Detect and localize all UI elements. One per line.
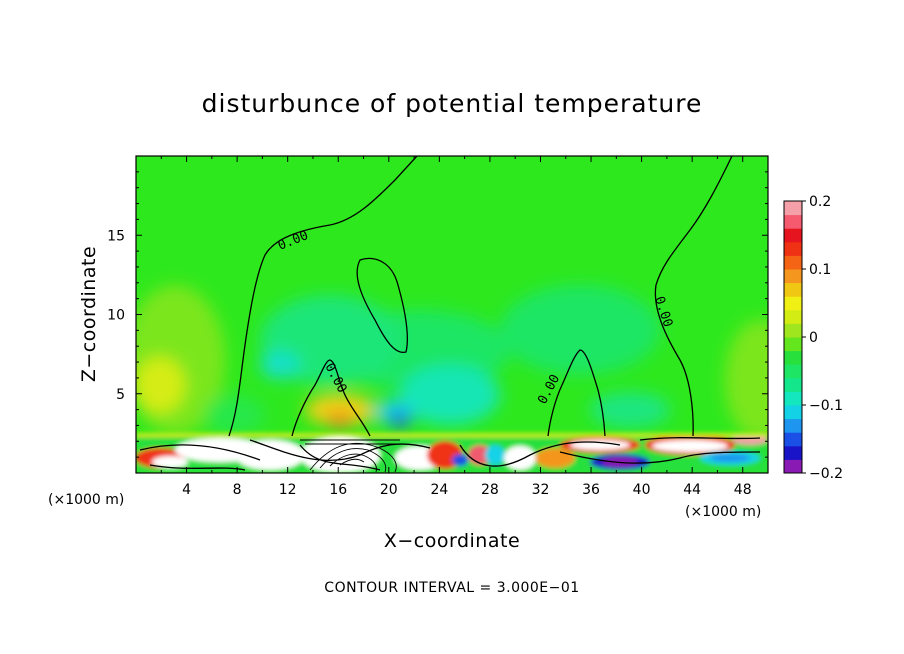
colorbar-swatch [784, 337, 802, 352]
colorbar-swatch [784, 296, 802, 311]
contour-interval-note: CONTOUR INTERVAL = 3.000E−01 [324, 580, 579, 596]
plot-area: 0.00 0.00 0.00 0.00 [136, 156, 768, 473]
x-tick-label: 20 [380, 482, 398, 498]
x-tick-label: 12 [279, 482, 297, 498]
contour-zero-island [356, 257, 409, 353]
x-tick-label: 32 [532, 482, 550, 498]
x-unit-left: (×1000 m) [48, 492, 124, 508]
colorbar-swatch [784, 364, 802, 379]
chart-title: disturbunce of potential temperature [202, 89, 703, 118]
contour-lines [139, 156, 761, 473]
colorbar-tick-label: 0.1 [809, 262, 831, 278]
colorbar-tick-label: 0 [809, 330, 818, 346]
x-tick-label: 24 [430, 482, 448, 498]
colorbar-tick-label: 0.2 [809, 194, 831, 210]
x-tick-label: 16 [329, 482, 347, 498]
colorbar [783, 200, 803, 474]
contour-lower-tangle [139, 437, 761, 471]
colorbar-swatch [784, 432, 802, 447]
colorbar-tick-label: −0.1 [809, 398, 843, 414]
colorbar-tick-label: −0.2 [809, 466, 843, 482]
x-unit-right: (×1000 m) [685, 504, 761, 520]
colorbar-swatch [784, 323, 802, 338]
y-axis-label: Z−coordinate [78, 246, 100, 382]
colorbar-swatch [784, 228, 802, 243]
colorbar-swatch [784, 391, 802, 406]
contour-zero-left [228, 156, 418, 437]
y-tick-label: 5 [116, 387, 125, 403]
x-tick-label: 36 [582, 482, 600, 498]
x-axis-label: X−coordinate [384, 530, 520, 552]
x-tick-label: 40 [633, 482, 651, 498]
x-tick-label: 4 [182, 482, 191, 498]
x-tick-label: 8 [233, 482, 242, 498]
colorbar-swatch [784, 405, 802, 420]
colorbar-swatch [784, 282, 802, 297]
contour-zero-hill-left [291, 359, 371, 437]
colorbar-swatch [784, 350, 802, 365]
colorbar-swatch [784, 418, 802, 433]
colorbar-swatch [784, 459, 802, 474]
contour-lower-dense [300, 439, 400, 473]
colorbar-swatch [784, 241, 802, 256]
contour-zero-hill-right [547, 349, 606, 437]
colorbar-swatch [784, 269, 802, 284]
colorbar-swatch [784, 377, 802, 392]
y-tick-label: 10 [107, 308, 125, 324]
colorbar-swatch [784, 445, 802, 460]
y-axis-ticks: 5 10 15 [107, 171, 768, 458]
contour-zero-right [654, 156, 733, 437]
colorbar-swatch [784, 214, 802, 229]
x-axis-ticks: 4 8 12 16 20 24 28 32 36 40 44 48 [160, 156, 752, 498]
colorbar-swatch [784, 255, 802, 270]
colorbar-ticks: −0.2 −0.1 0 0.1 0.2 [802, 194, 843, 482]
y-tick-label: 15 [107, 228, 125, 244]
field-upper [136, 285, 768, 440]
colorbar-swatch [784, 309, 802, 324]
x-tick-label: 28 [481, 482, 499, 498]
x-tick-label: 48 [734, 482, 752, 498]
x-tick-label: 44 [683, 482, 701, 498]
field-lower [136, 433, 768, 473]
colorbar-swatch [784, 201, 802, 216]
